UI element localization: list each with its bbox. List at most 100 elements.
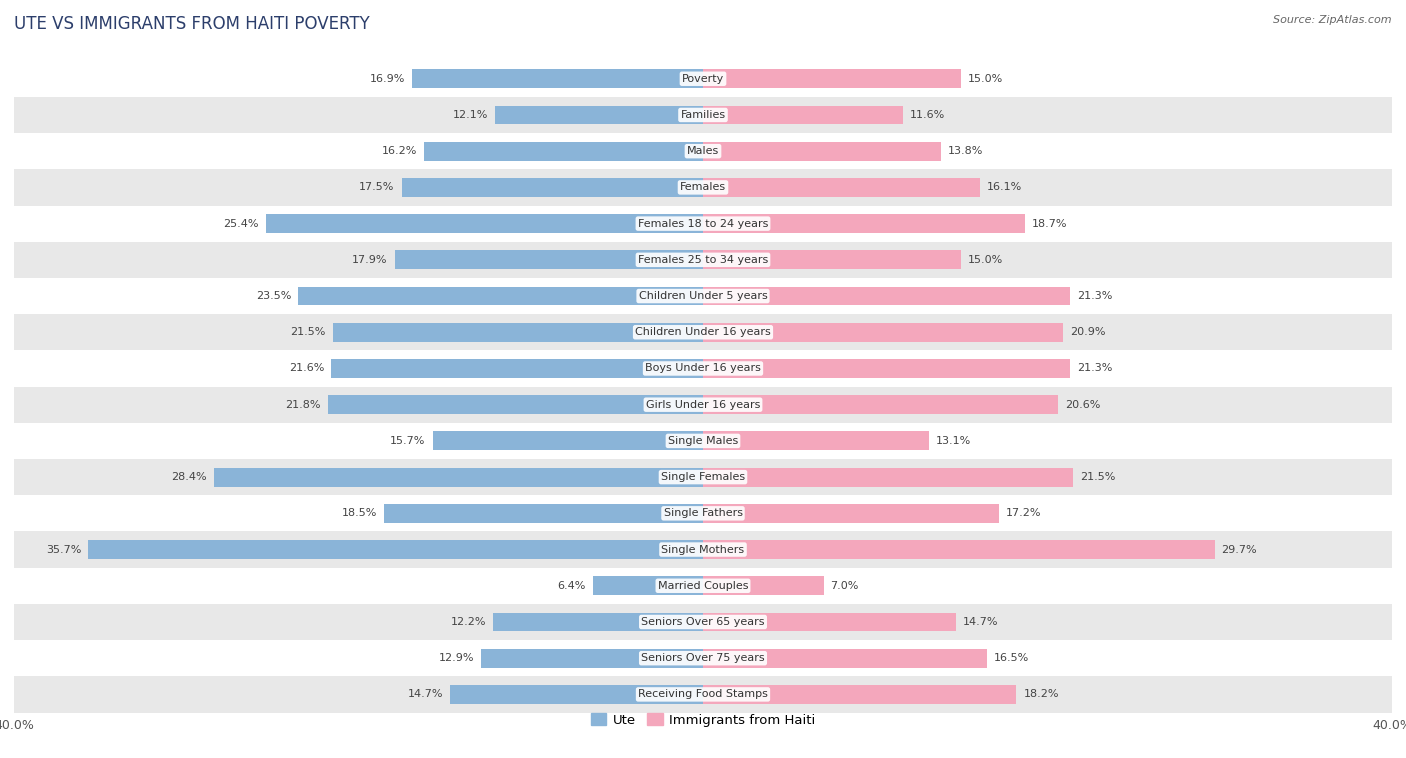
Text: 29.7%: 29.7%: [1222, 544, 1257, 555]
Text: 18.2%: 18.2%: [1024, 690, 1059, 700]
Text: 17.9%: 17.9%: [353, 255, 388, 265]
Bar: [330, 359, 703, 378]
Bar: [14, 278, 1392, 314]
Bar: [266, 215, 703, 233]
Text: Children Under 5 years: Children Under 5 years: [638, 291, 768, 301]
Bar: [14, 568, 1392, 604]
Bar: [495, 105, 703, 124]
Text: 7.0%: 7.0%: [831, 581, 859, 590]
Text: 21.5%: 21.5%: [291, 327, 326, 337]
Text: 12.1%: 12.1%: [453, 110, 488, 120]
Text: 28.4%: 28.4%: [172, 472, 207, 482]
Text: 13.1%: 13.1%: [935, 436, 970, 446]
Text: Receiving Food Stamps: Receiving Food Stamps: [638, 690, 768, 700]
Text: 12.9%: 12.9%: [439, 653, 474, 663]
Bar: [703, 395, 1057, 414]
Text: Females 18 to 24 years: Females 18 to 24 years: [638, 218, 768, 229]
Text: 15.0%: 15.0%: [969, 74, 1004, 83]
Text: 17.5%: 17.5%: [360, 183, 395, 193]
Bar: [14, 604, 1392, 640]
Text: 23.5%: 23.5%: [256, 291, 291, 301]
Text: Single Mothers: Single Mothers: [661, 544, 745, 555]
Text: 25.4%: 25.4%: [224, 218, 259, 229]
Text: 21.3%: 21.3%: [1077, 291, 1112, 301]
Bar: [14, 350, 1392, 387]
Bar: [214, 468, 703, 487]
Bar: [14, 205, 1392, 242]
Text: Girls Under 16 years: Girls Under 16 years: [645, 399, 761, 409]
Bar: [14, 640, 1392, 676]
Text: 21.5%: 21.5%: [1080, 472, 1115, 482]
Text: 16.2%: 16.2%: [381, 146, 418, 156]
Bar: [494, 612, 703, 631]
Bar: [703, 504, 1000, 523]
Bar: [89, 540, 703, 559]
Bar: [14, 459, 1392, 495]
Text: 21.6%: 21.6%: [288, 364, 323, 374]
Bar: [14, 423, 1392, 459]
Bar: [14, 676, 1392, 713]
Text: Married Couples: Married Couples: [658, 581, 748, 590]
Bar: [14, 531, 1392, 568]
Bar: [14, 314, 1392, 350]
Text: Females 25 to 34 years: Females 25 to 34 years: [638, 255, 768, 265]
Bar: [703, 576, 824, 595]
Bar: [703, 468, 1073, 487]
Text: 20.9%: 20.9%: [1070, 327, 1105, 337]
Text: Single Fathers: Single Fathers: [664, 509, 742, 518]
Text: Single Females: Single Females: [661, 472, 745, 482]
Bar: [14, 61, 1392, 97]
Bar: [703, 250, 962, 269]
Bar: [703, 359, 1070, 378]
Bar: [328, 395, 703, 414]
Text: UTE VS IMMIGRANTS FROM HAITI POVERTY: UTE VS IMMIGRANTS FROM HAITI POVERTY: [14, 15, 370, 33]
Text: 35.7%: 35.7%: [46, 544, 82, 555]
Bar: [14, 169, 1392, 205]
Text: Males: Males: [688, 146, 718, 156]
Bar: [703, 649, 987, 668]
Bar: [703, 540, 1215, 559]
Text: 18.5%: 18.5%: [342, 509, 377, 518]
Bar: [412, 69, 703, 88]
Bar: [298, 287, 703, 305]
Text: 16.5%: 16.5%: [994, 653, 1029, 663]
Bar: [384, 504, 703, 523]
Bar: [14, 242, 1392, 278]
Bar: [333, 323, 703, 342]
Text: 15.7%: 15.7%: [391, 436, 426, 446]
Bar: [703, 323, 1063, 342]
Text: Single Males: Single Males: [668, 436, 738, 446]
Text: 13.8%: 13.8%: [948, 146, 983, 156]
Text: 17.2%: 17.2%: [1007, 509, 1042, 518]
Legend: Ute, Immigrants from Haiti: Ute, Immigrants from Haiti: [585, 708, 821, 732]
Bar: [703, 69, 962, 88]
Text: Females: Females: [681, 183, 725, 193]
Text: 6.4%: 6.4%: [558, 581, 586, 590]
Text: Poverty: Poverty: [682, 74, 724, 83]
Bar: [402, 178, 703, 197]
Bar: [703, 612, 956, 631]
Text: 12.2%: 12.2%: [450, 617, 486, 627]
Text: Boys Under 16 years: Boys Under 16 years: [645, 364, 761, 374]
Bar: [14, 133, 1392, 169]
Text: Source: ZipAtlas.com: Source: ZipAtlas.com: [1274, 15, 1392, 25]
Text: 21.3%: 21.3%: [1077, 364, 1112, 374]
Text: 20.6%: 20.6%: [1064, 399, 1099, 409]
Text: Families: Families: [681, 110, 725, 120]
Bar: [593, 576, 703, 595]
Bar: [425, 142, 703, 161]
Text: Seniors Over 65 years: Seniors Over 65 years: [641, 617, 765, 627]
Text: 21.8%: 21.8%: [285, 399, 321, 409]
Text: 14.7%: 14.7%: [408, 690, 443, 700]
Bar: [14, 97, 1392, 133]
Bar: [481, 649, 703, 668]
Text: 18.7%: 18.7%: [1032, 218, 1067, 229]
Bar: [450, 685, 703, 704]
Bar: [14, 387, 1392, 423]
Bar: [703, 215, 1025, 233]
Text: 16.1%: 16.1%: [987, 183, 1022, 193]
Bar: [703, 105, 903, 124]
Text: 14.7%: 14.7%: [963, 617, 998, 627]
Bar: [703, 685, 1017, 704]
Bar: [433, 431, 703, 450]
